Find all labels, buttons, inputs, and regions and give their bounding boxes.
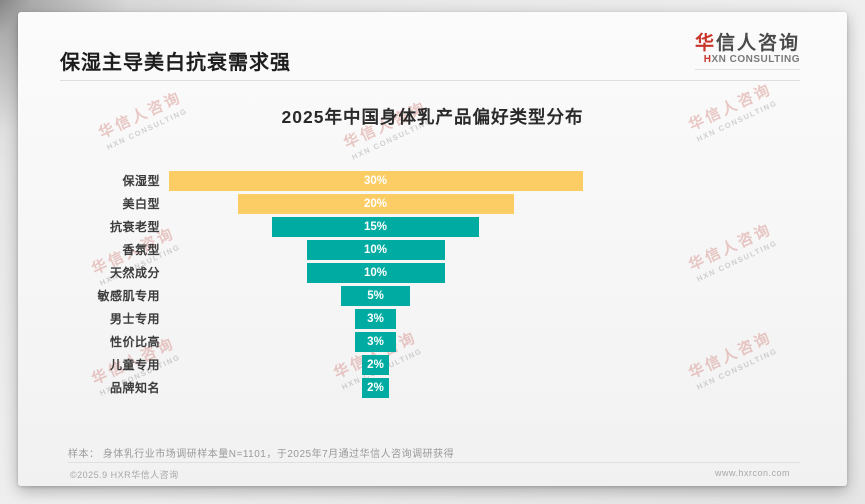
funnel-bar: 10% (306, 240, 445, 260)
funnel-bar: 10% (306, 263, 445, 283)
bar-category-label: 保湿型 (122, 174, 160, 188)
chart-row: 品牌知名 2% (18, 378, 847, 401)
logo-en-accent: H (703, 54, 712, 65)
logo-cn-rest: 信人咨询 (715, 33, 800, 54)
chart-title: 2025年中国身体乳产品偏好类型分布 (281, 107, 584, 127)
bar-category-label: 品牌知名 (109, 381, 160, 395)
copyright-text: ©2025.9 HXR华信人咨询 (70, 470, 179, 480)
chart-row: 美白型 20% (18, 194, 847, 217)
funnel-bar: 3% (354, 309, 397, 329)
logo-chinese-name: 华信人咨询 (695, 34, 800, 54)
bar-value-label: 15% (363, 221, 388, 233)
bar-value-label: 2% (367, 359, 384, 371)
chart-row: 抗衰老型 15% (18, 217, 847, 240)
bar-value-label: 10% (363, 244, 388, 256)
funnel-bar: 2% (361, 355, 390, 375)
funnel-bar: 15% (272, 217, 479, 237)
bar-category-label: 天然成分 (109, 266, 160, 280)
funnel-bar: 5% (341, 286, 410, 306)
bar-value-label: 5% (367, 290, 384, 302)
logo-cn-accent: 华 (694, 33, 716, 54)
bar-value-label: 3% (367, 313, 384, 325)
chart-row: 天然成分 10% (18, 263, 847, 286)
header-divider (60, 80, 800, 81)
chart-row: 香氛型 10% (18, 240, 847, 263)
bar-value-label: 30% (363, 175, 388, 187)
chart-row: 儿童专用 2% (18, 355, 847, 378)
bar-category-label: 男士专用 (109, 312, 160, 326)
logo-english-name: HXN CONSULTING (695, 54, 800, 65)
sample-footnote: 样本： 身体乳行业市场调研样本量N=1101，于2025年7月通过华信人咨询调研… (68, 449, 455, 460)
footer-divider (68, 462, 800, 463)
bar-value-label: 20% (363, 198, 388, 210)
bar-rows: 保湿型 30% 美白型 20% 抗衰老型 15% 香氛型 10% 天然成分 10% 敏感肌专用 5% 男… (18, 171, 847, 401)
chart-row: 性价比高 3% (18, 332, 847, 355)
bar-value-label: 2% (367, 382, 384, 394)
page-title: 保湿主导美白抗衰需求强 (60, 52, 291, 74)
company-logo: 华信人咨询 HXN CONSULTING (694, 34, 800, 70)
logo-en-rest: XN CONSULTING (711, 54, 800, 65)
bar-value-label: 3% (367, 336, 384, 348)
website-text: www.hxrcon.com (714, 468, 790, 478)
chart-row: 保湿型 30% (18, 171, 847, 194)
slide-card: 华信人咨询 HXN CONSULTING 华信人咨询 HXN CONSULTING 华信… (18, 12, 847, 486)
chart-row: 男士专用 3% (18, 309, 847, 332)
bar-category-label: 美白型 (122, 197, 160, 211)
bar-category-label: 敏感肌专用 (97, 289, 160, 303)
bar-category-label: 儿童专用 (109, 358, 160, 372)
funnel-bar: 2% (361, 378, 390, 398)
bar-value-label: 10% (363, 267, 388, 279)
funnel-bar: 30% (168, 171, 583, 191)
chart-row: 敏感肌专用 5% (18, 286, 847, 309)
bar-category-label: 香氛型 (122, 243, 160, 257)
funnel-bar: 3% (354, 332, 397, 352)
bar-category-label: 性价比高 (109, 335, 160, 349)
funnel-bar: 20% (237, 194, 514, 214)
bar-category-label: 抗衰老型 (109, 220, 160, 234)
